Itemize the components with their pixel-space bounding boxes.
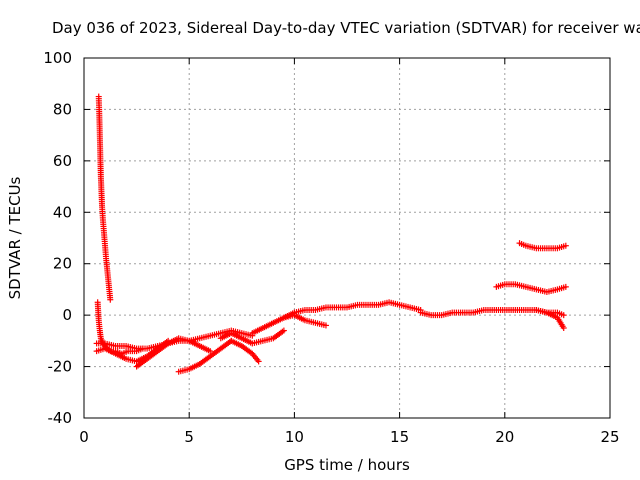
x-tick-label: 0: [79, 428, 89, 446]
y-tick-label: 40: [53, 203, 72, 221]
y-tick-label: 100: [43, 49, 72, 67]
y-tick-label: -20: [48, 358, 73, 376]
data-point-marker: [560, 325, 567, 331]
x-tick-label: 25: [600, 428, 619, 446]
data-point-marker: [560, 312, 567, 319]
data-point-marker: [322, 322, 329, 329]
y-tick-label: -40: [48, 409, 73, 427]
data-point-marker: [562, 242, 569, 249]
data-point-marker: [255, 358, 262, 365]
data-point-marker: [207, 348, 214, 355]
y-tick-label: 80: [53, 100, 72, 118]
data-point-marker: [107, 296, 114, 303]
axes: 0 5 10 15 20 25 -40 -20 0 20 40 60 80 100: [43, 49, 619, 446]
x-tick-label: 15: [390, 428, 409, 446]
data-point-marker: [280, 327, 287, 334]
data-point-marker: [562, 283, 569, 290]
data-points: [93, 93, 569, 375]
chart-title: Day 036 of 2023, Sidereal Day-to-day VTE…: [52, 19, 640, 37]
x-tick-label: 20: [495, 428, 514, 446]
x-tick-label: 10: [285, 428, 304, 446]
y-axis-label: SDTVAR / TECUs: [6, 176, 24, 299]
y-tick-label: 20: [53, 255, 72, 273]
plot-frame: [83, 57, 611, 419]
x-axis-label: GPS time / hours: [284, 456, 410, 474]
y-tick-label: 60: [53, 152, 72, 170]
grid: [84, 58, 610, 418]
x-tick-label: 5: [184, 428, 194, 446]
y-tick-label: 0: [62, 306, 72, 324]
